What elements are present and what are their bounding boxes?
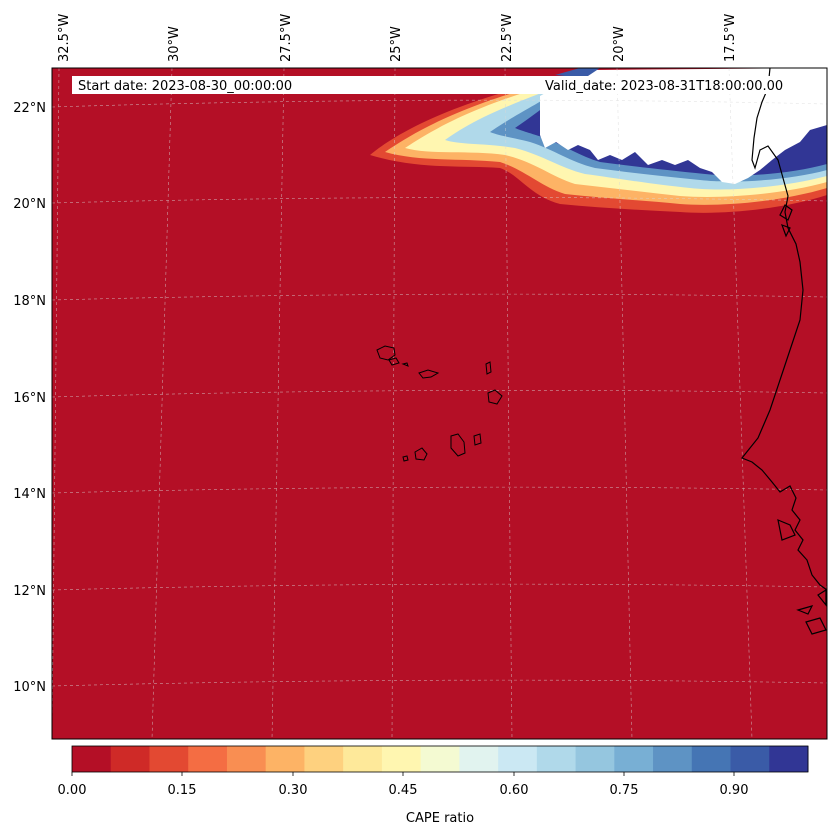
island-santo-antao: [376, 345, 396, 361]
colorbar-swatch: [536, 746, 577, 772]
plot-frame: [51, 67, 828, 740]
colorbar-tick-label: 0.90: [720, 783, 749, 798]
colorbar: 0.00 0.15 0.30 0.45 0.60 0.75 0.90 CAPE …: [58, 745, 809, 826]
lat-label: 22°N: [13, 101, 46, 116]
island-santiago: [450, 433, 466, 457]
colorbar-swatch: [459, 746, 499, 772]
island-sao-vicente: [388, 357, 400, 366]
lat-label: 18°N: [13, 294, 46, 309]
colorbar-swatch: [420, 746, 460, 772]
start-date-box: [72, 76, 542, 94]
lon-label: 20°W: [612, 26, 627, 62]
colorbar-label: CAPE ratio: [406, 811, 474, 826]
island-sal: [485, 361, 492, 375]
colorbar-swatch: [614, 746, 654, 772]
cape-contours: [370, 68, 827, 213]
lon-label: 17.5°W: [723, 14, 738, 62]
colorbar-swatch: [226, 746, 267, 772]
coastlines: [741, 68, 827, 635]
lon-label: 22.5°W: [500, 14, 515, 62]
valid-date-box: [540, 76, 812, 94]
colorbar-tick-label: 0.45: [389, 783, 418, 798]
lon-label: 30°W: [167, 26, 182, 62]
lat-label: 16°N: [13, 391, 46, 406]
island-sao-nicolau: [418, 369, 440, 379]
colorbar-swatch: [691, 746, 732, 772]
colorbar-swatch: [769, 746, 809, 772]
colorbar-swatch: [575, 746, 615, 772]
lat-label: 14°N: [13, 487, 46, 502]
colorbar-tick-label: 0.75: [610, 783, 639, 798]
cape-verde-islands: [376, 345, 503, 462]
africa-coastline: [741, 68, 827, 591]
colorbar-swatch: [149, 746, 189, 772]
lon-label: 32.5°W: [57, 14, 72, 62]
masked-region: [540, 68, 827, 184]
latitude-labels: 22°N 20°N 18°N 16°N 14°N 12°N 10°N: [13, 101, 46, 695]
lon-label: 27.5°W: [279, 14, 294, 62]
colorbar-swatch: [72, 746, 112, 772]
colorbar-swatch: [730, 746, 770, 772]
island-maio: [473, 433, 482, 446]
island-fogo: [414, 447, 428, 461]
island-boa-vista: [487, 389, 503, 405]
island-brava: [402, 455, 409, 462]
colorbar-tick-label: 0.15: [168, 783, 197, 798]
lon-label: 25°W: [389, 26, 404, 62]
valid-date-label: Valid_date: 2023-08-31T18:00:00.00: [545, 79, 783, 94]
colorbar-swatch: [343, 746, 383, 772]
colorbar-tick-label: 0.60: [500, 783, 529, 798]
start-date-label: Start date: 2023-08-30_00:00:00: [78, 79, 292, 94]
lat-label: 20°N: [13, 197, 46, 212]
longitude-labels: 32.5°W 30°W 27.5°W 25°W 22.5°W 20°W 17.5…: [57, 14, 738, 62]
colorbar-swatch: [498, 746, 538, 772]
colorbar-swatch: [188, 746, 228, 772]
colorbar-tick-label: 0.00: [58, 783, 87, 798]
island-santa-luzia: [401, 362, 409, 367]
colorbar-frame: [71, 745, 809, 773]
colorbar-swatch: [653, 746, 693, 772]
colorbar-swatch: [304, 746, 344, 772]
lat-label: 10°N: [13, 680, 46, 695]
colorbar-swatch: [110, 746, 150, 772]
colorbar-tick-label: 0.30: [279, 783, 308, 798]
contour-dark-blue-top: [555, 68, 600, 78]
colorbar-swatch: [265, 746, 305, 772]
gridlines: [52, 68, 827, 739]
colorbar-swatch: [381, 746, 422, 772]
lat-label: 12°N: [13, 584, 46, 599]
